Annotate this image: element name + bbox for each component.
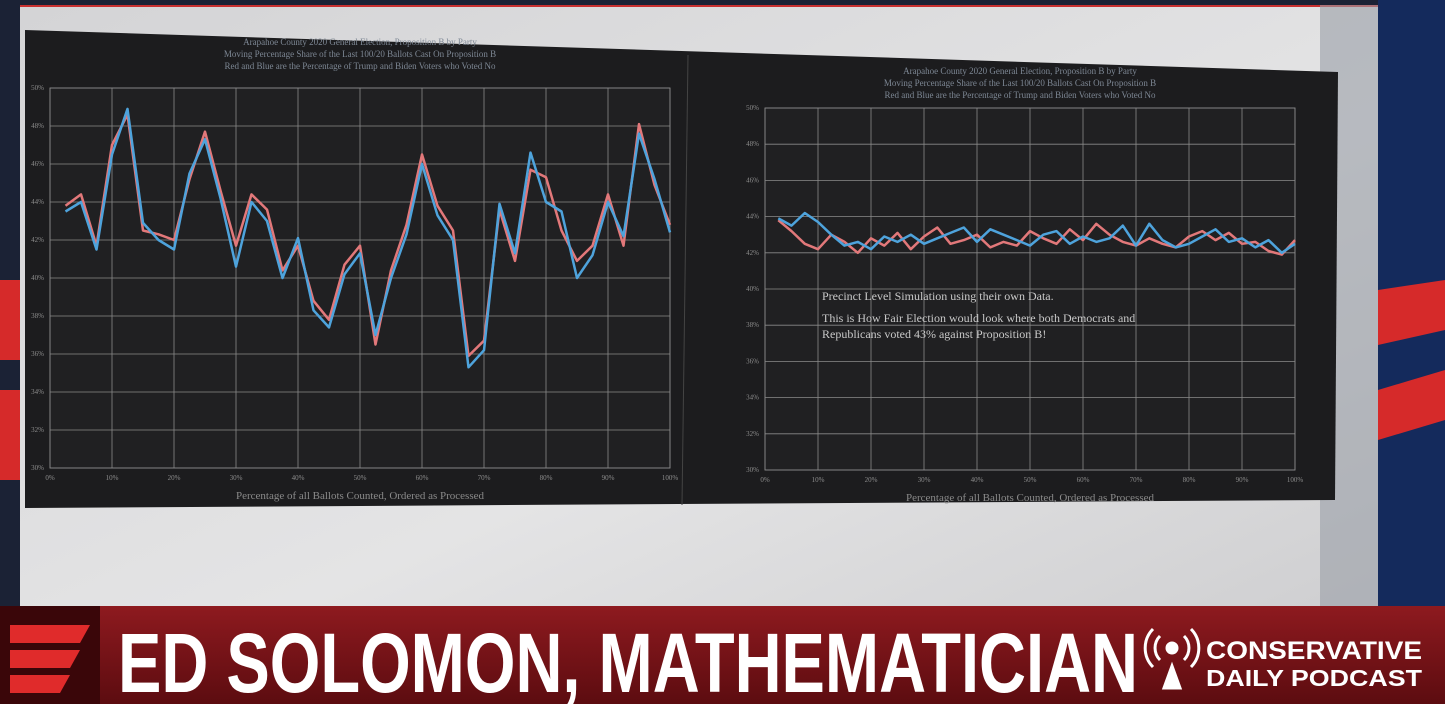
- chart-subtitle: Red and Blue are the Percentage of Trump…: [224, 61, 496, 71]
- chart-subtitle: Moving Percentage Share of the Last 100/…: [224, 49, 496, 59]
- x-tick-label: 40%: [292, 474, 305, 482]
- x-tick-label: 10%: [812, 476, 825, 484]
- y-tick-label: 34%: [31, 388, 44, 396]
- podcast-icon: [1143, 627, 1201, 690]
- y-tick-label: 42%: [746, 249, 759, 257]
- x-tick-label: 20%: [865, 476, 878, 484]
- x-tick-label: 0%: [45, 474, 55, 482]
- y-tick-label: 46%: [31, 160, 44, 168]
- logo-stripe: [10, 675, 70, 693]
- charts: 30% 32% 34% 36% 38% 40% 42% 44% 46% 48% 50% 0% 10% 20…: [31, 37, 1303, 504]
- y-tick-label: 46%: [746, 176, 759, 184]
- x-tick-label: 50%: [354, 474, 367, 482]
- y-tick-label: 38%: [31, 312, 44, 320]
- x-tick-label: 50%: [1024, 476, 1037, 484]
- brand-bottom: DAILY PODCAST: [1206, 665, 1422, 691]
- chart-title: Arapahoe County 2020 General Election, P…: [903, 66, 1137, 76]
- y-tick-label: 32%: [746, 430, 759, 438]
- chart-subtitle: Moving Percentage Share of the Last 100/…: [884, 78, 1156, 88]
- y-tick-label: 30%: [31, 464, 44, 472]
- y-tick-label: 40%: [31, 274, 44, 282]
- lower-third: [0, 606, 1445, 704]
- y-tick-label: 34%: [746, 394, 759, 402]
- y-tick-label: 48%: [31, 122, 44, 130]
- y-tick-label: 42%: [31, 236, 44, 244]
- y-tick-label: 38%: [746, 321, 759, 329]
- x-tick-label: 80%: [1183, 476, 1196, 484]
- side-accent: [0, 280, 20, 360]
- x-axis-label: Percentage of all Ballots Counted, Order…: [236, 490, 485, 502]
- y-tick-label: 36%: [746, 357, 759, 365]
- x-tick-label: 0%: [760, 476, 770, 484]
- frame-line: [20, 5, 1378, 7]
- y-tick-label: 36%: [31, 350, 44, 358]
- side-accent: [1378, 370, 1445, 440]
- annotation: Precinct Level Simulation using their ow…: [822, 289, 1054, 303]
- logo-stripe: [10, 650, 80, 668]
- y-tick-label: 44%: [746, 213, 759, 221]
- x-axis-label: Percentage of all Ballots Counted, Order…: [906, 492, 1155, 504]
- y-tick-label: 32%: [31, 426, 44, 434]
- series-line: [777, 211, 1296, 255]
- x-tick-label: 30%: [918, 476, 931, 484]
- headline: ED SOLOMON, MATHEMATICIAN: [118, 616, 1138, 704]
- x-tick-label: 70%: [478, 474, 491, 482]
- x-tick-label: 10%: [106, 474, 119, 482]
- x-tick-label: 100%: [1287, 476, 1304, 484]
- x-tick-label: 90%: [1236, 476, 1249, 484]
- y-tick-label: 44%: [31, 198, 44, 206]
- x-tick-label: 20%: [168, 474, 181, 482]
- x-tick-label: 90%: [602, 474, 615, 482]
- y-tick-label: 30%: [746, 466, 759, 474]
- x-tick-label: 30%: [230, 474, 243, 482]
- panel-divider: [681, 54, 689, 506]
- x-tick-label: 40%: [971, 476, 984, 484]
- logo-stripe: [10, 625, 90, 643]
- x-tick-label: 70%: [1130, 476, 1143, 484]
- x-tick-label: 100%: [662, 474, 679, 482]
- y-tick-label: 40%: [746, 285, 759, 293]
- y-tick-label: 50%: [746, 104, 759, 112]
- chart-title: Arapahoe County 2020 General Election, P…: [243, 37, 477, 47]
- brand-top: CONSERVATIVE: [1206, 637, 1422, 665]
- series-line: [64, 107, 672, 369]
- y-tick-label: 48%: [746, 140, 759, 148]
- y-tick-label: 50%: [31, 84, 44, 92]
- x-tick-label: 60%: [1077, 476, 1090, 484]
- annotation: Republicans voted 43% against Propositio…: [822, 327, 1046, 341]
- x-tick-label: 60%: [416, 474, 429, 482]
- annotation: This is How Fair Election would look whe…: [822, 311, 1135, 325]
- side-accent: [0, 390, 20, 480]
- chart-subtitle: Red and Blue are the Percentage of Trump…: [884, 90, 1156, 100]
- x-tick-label: 80%: [540, 474, 553, 482]
- side-accent: [1378, 280, 1445, 345]
